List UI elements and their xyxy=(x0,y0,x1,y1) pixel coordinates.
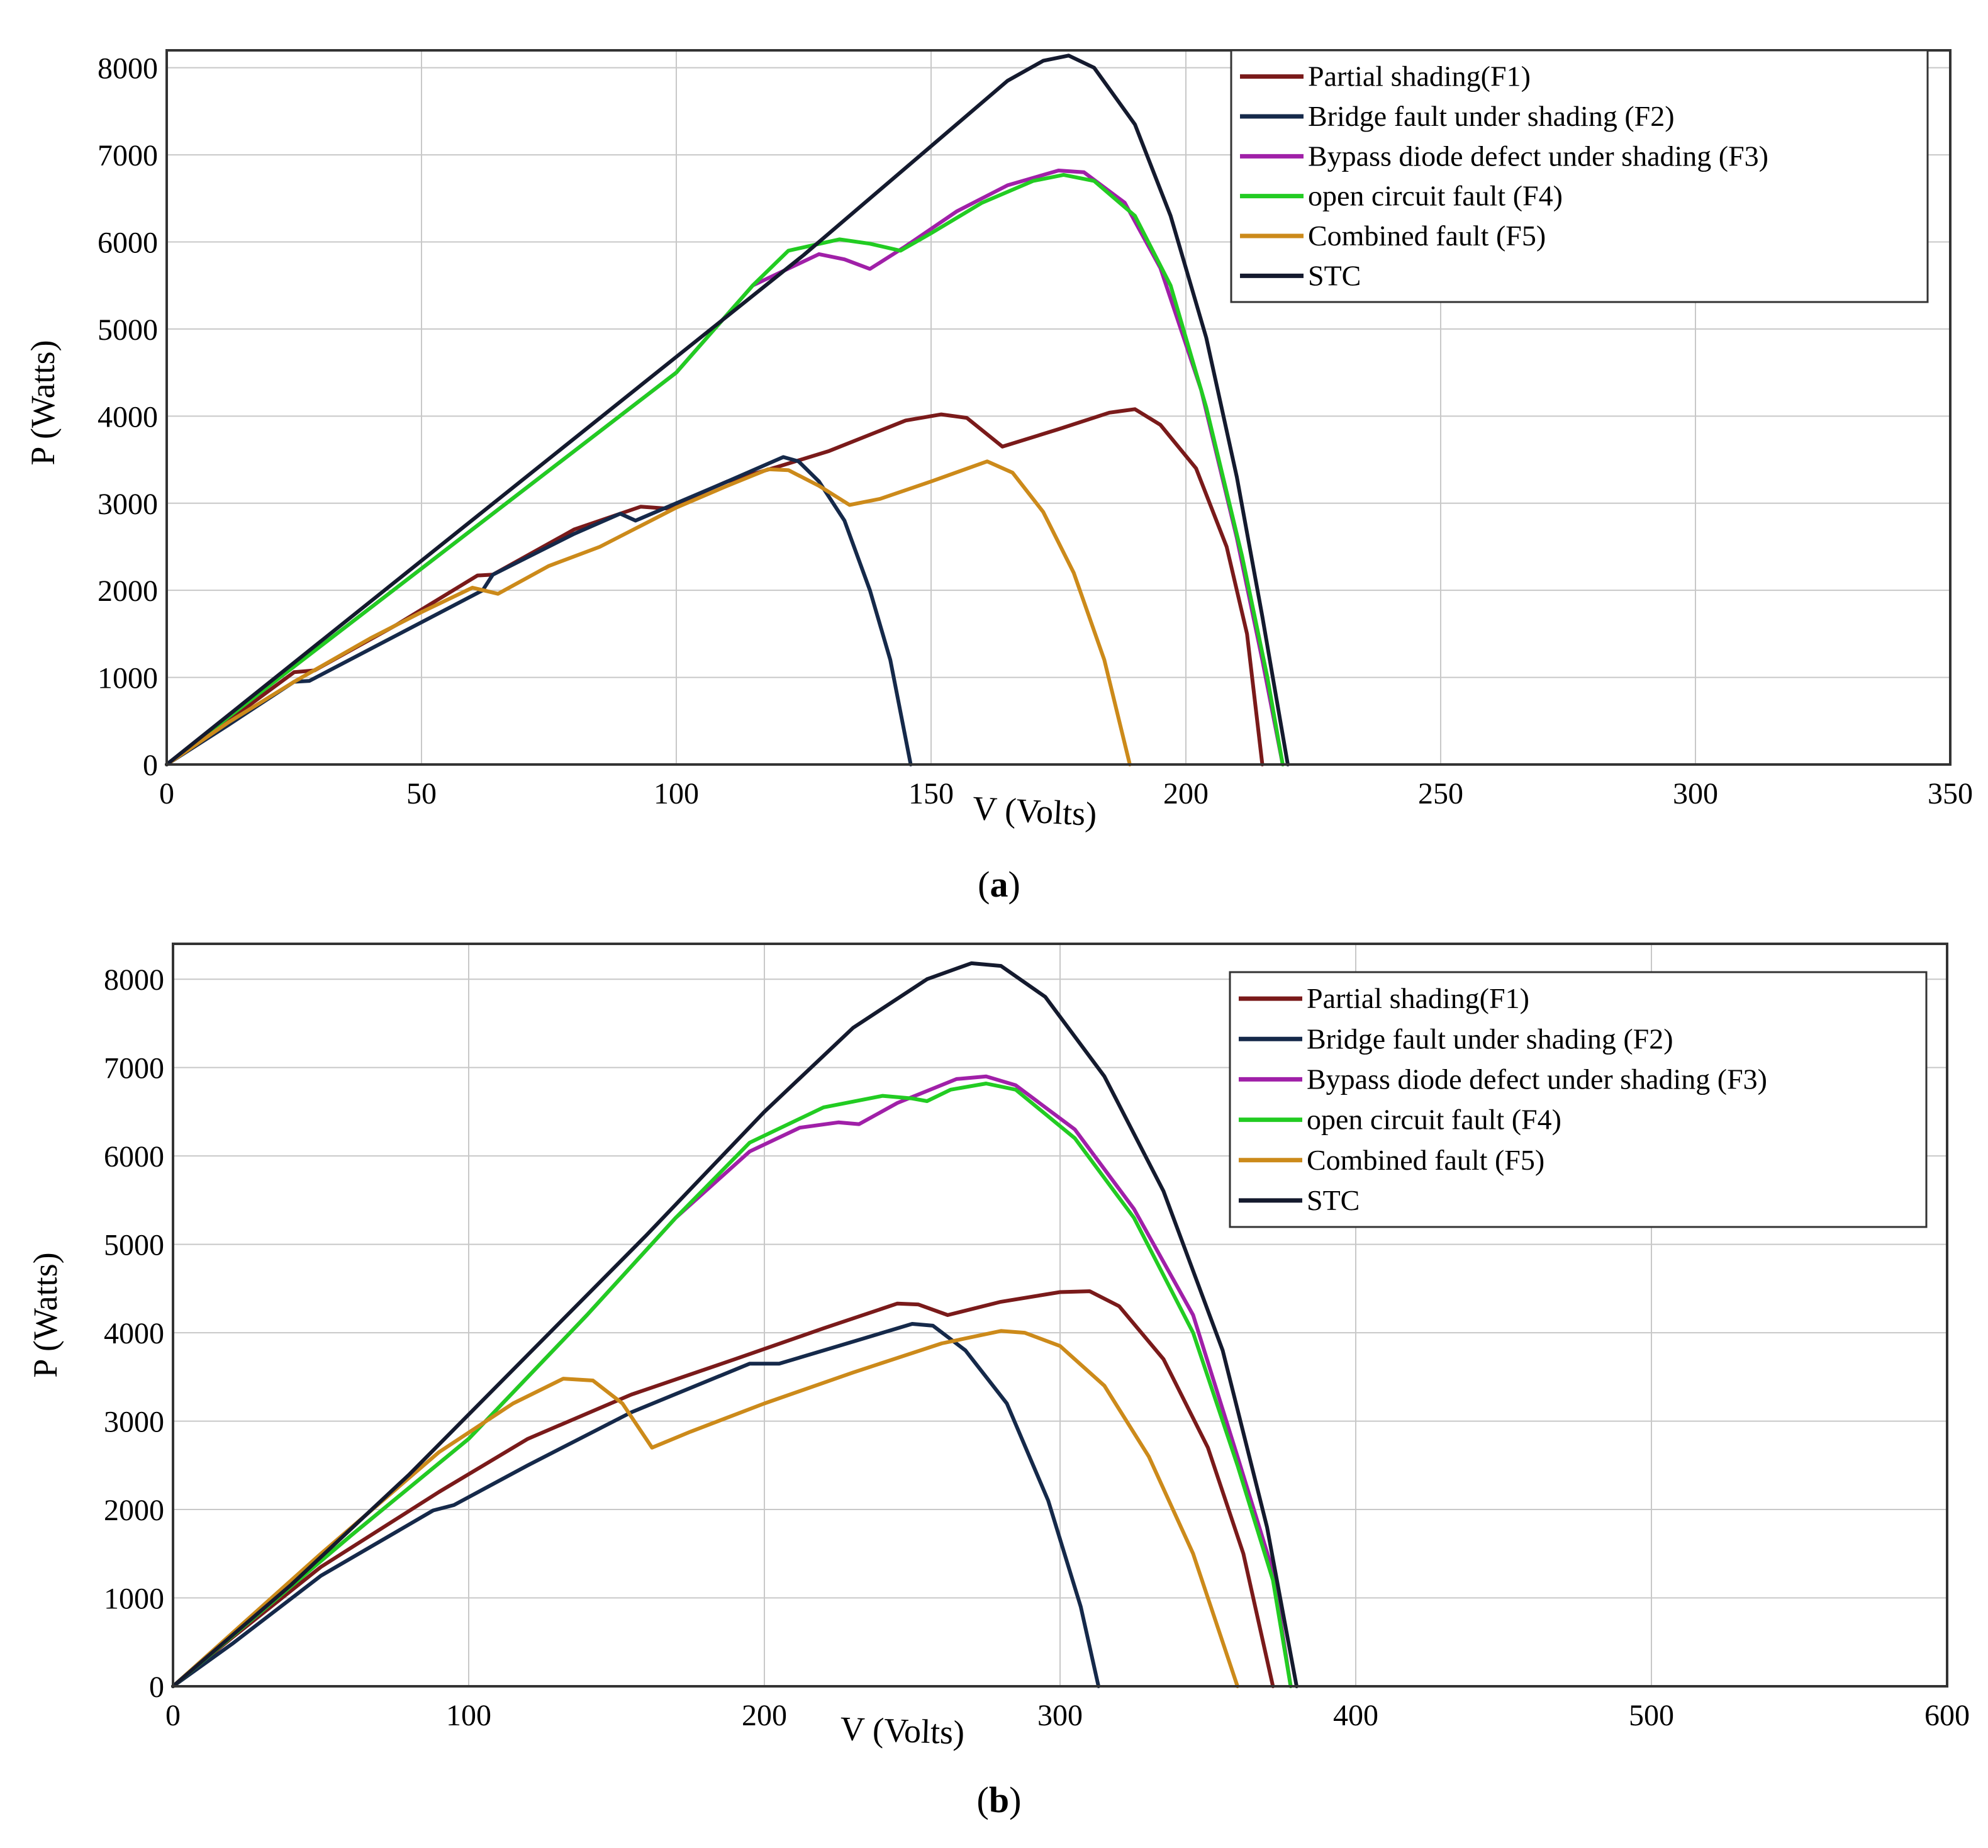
y-tick-label: 7000 xyxy=(98,139,158,172)
series-line-5 xyxy=(171,1329,1239,1688)
legend-label: Bypass diode defect under shading (F3) xyxy=(1308,140,1768,172)
y-tick-label: 4000 xyxy=(104,1317,164,1350)
series-line-4 xyxy=(165,172,1285,766)
tick-labels: 0 100 200 300 400 500 600010002000300040005000… xyxy=(104,963,1970,1732)
y-tick-label: 5000 xyxy=(98,313,158,347)
x-axis-label: V (Volts) xyxy=(840,1710,966,1752)
legend-label: Bridge fault under shading (F2) xyxy=(1307,1022,1673,1055)
legend-items: Partial shading(F1) Bridge fault under sh… xyxy=(1240,60,1768,291)
x-tick-label: 0 xyxy=(159,777,174,810)
legend-label: open circuit fault (F4) xyxy=(1308,180,1563,212)
plot-frame xyxy=(172,943,1948,1688)
y-tick-label: 3000 xyxy=(98,488,158,521)
y-tick-label: 5000 xyxy=(104,1229,164,1262)
chart-panel-b: 0 100 200 300 400 500 600010002000300040005000… xyxy=(26,943,1970,1820)
x-axis-label: V (Volts) xyxy=(971,789,1097,833)
y-tick-label: 2000 xyxy=(104,1494,164,1527)
x-tick-label: 500 xyxy=(1629,1699,1674,1732)
x-tick-label: 300 xyxy=(1037,1699,1083,1732)
x-tick-label: 150 xyxy=(908,777,954,810)
legend: Partial shading(F1) Bridge fault under sh… xyxy=(1230,49,1929,303)
x-tick-label: 200 xyxy=(742,1699,787,1732)
legend-label: Combined fault (F5) xyxy=(1307,1144,1544,1176)
series-line-6 xyxy=(171,961,1298,1688)
series-line-1 xyxy=(171,1289,1275,1688)
legend-label: STC xyxy=(1307,1184,1360,1216)
y-tick-label: 6000 xyxy=(98,227,158,260)
tick-labels: 0 50 100 150 200 250 300 350 0 1000 2000 3000 4000 50… xyxy=(98,52,1973,810)
y-tick-label: 1000 xyxy=(104,1582,164,1616)
x-tick-label: 300 xyxy=(1673,777,1718,810)
x-tick-label: 600 xyxy=(1924,1699,1970,1732)
legend-label: Bypass diode defect under shading (F3) xyxy=(1307,1063,1767,1095)
series-line-5 xyxy=(165,459,1132,766)
x-tick-label: 100 xyxy=(446,1699,491,1732)
y-tick-label: 8000 xyxy=(104,963,164,997)
y-tick-label: 3000 xyxy=(104,1406,164,1439)
x-tick-label: 250 xyxy=(1418,777,1463,810)
series-line-6 xyxy=(165,53,1290,766)
y-tick-label: 7000 xyxy=(104,1052,164,1085)
legend-box xyxy=(1229,971,1928,1228)
legend-box xyxy=(1230,49,1929,303)
legend-label: Bridge fault under shading (F2) xyxy=(1308,100,1675,132)
legend-label: STC xyxy=(1308,259,1361,291)
legend-label: Combined fault (F5) xyxy=(1308,220,1546,252)
series-lines xyxy=(171,961,1298,1688)
legend-items: Partial shading(F1) Bridge fault under sh… xyxy=(1239,982,1767,1216)
y-tick-label: 8000 xyxy=(98,52,158,86)
y-axis-label: P (Watts) xyxy=(26,1252,64,1377)
series-line-2 xyxy=(165,455,913,766)
chart-panel-a: 0 50 100 150 200 250 300 350 0 1000 2000 3000 4000 50… xyxy=(24,49,1973,905)
legend-label: open circuit fault (F4) xyxy=(1307,1104,1561,1136)
y-tick-label: 4000 xyxy=(98,400,158,434)
caption-a: (a) xyxy=(978,864,1020,905)
legend-label: Partial shading(F1) xyxy=(1308,60,1531,92)
y-axis-label: P (Watts) xyxy=(24,340,62,465)
plot-frame xyxy=(165,49,1952,766)
y-tick-label: 6000 xyxy=(104,1140,164,1173)
x-tick-label: 50 xyxy=(406,777,437,810)
y-tick-label: 2000 xyxy=(98,574,158,608)
x-tick-label: 200 xyxy=(1163,777,1209,810)
x-tick-label: 400 xyxy=(1333,1699,1378,1732)
legend-label: Partial shading(F1) xyxy=(1307,982,1529,1014)
y-tick-label: 0 xyxy=(149,1671,164,1704)
caption-b: (b) xyxy=(977,1779,1022,1820)
y-tick-label: 1000 xyxy=(98,662,158,695)
x-tick-label: 100 xyxy=(654,777,699,810)
series-line-2 xyxy=(171,1322,1101,1688)
x-tick-label: 350 xyxy=(1928,777,1973,810)
y-tick-label: 0 xyxy=(143,749,158,782)
legend: Partial shading(F1) Bridge fault under sh… xyxy=(1229,971,1928,1228)
series-lines xyxy=(165,53,1290,766)
x-tick-label: 0 xyxy=(165,1699,181,1732)
